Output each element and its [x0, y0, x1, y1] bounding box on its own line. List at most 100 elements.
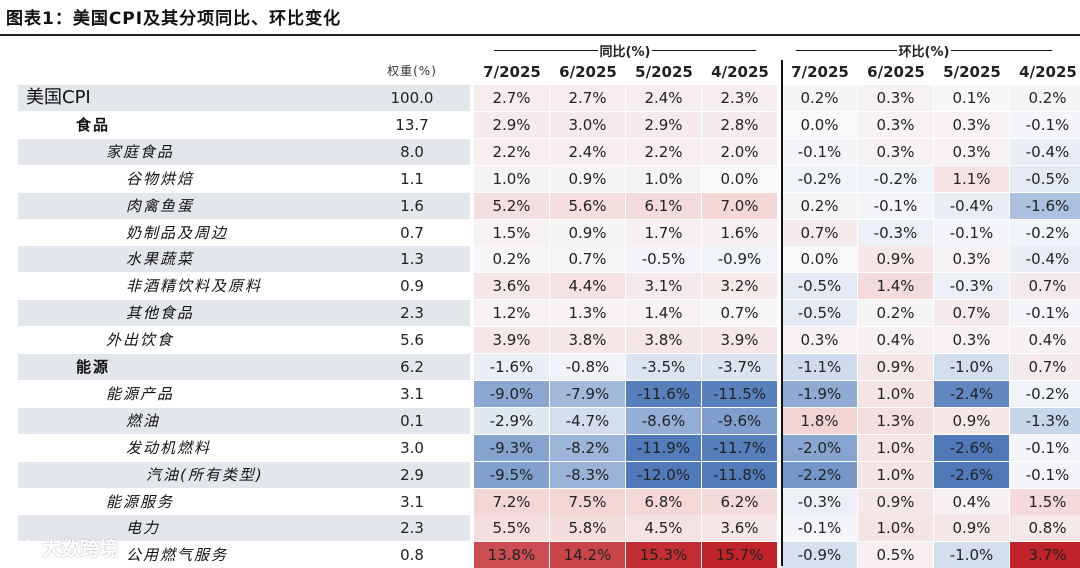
yoy-cell: -0.9% [702, 246, 778, 273]
mom-cell: -0.4% [934, 192, 1010, 219]
table-row: 美国CPI 100.0 2.7% 2.7% 2.4% 2.3% 0.2% 0.3% 0.1% 0.… [18, 85, 1080, 111]
mom-cell: 1.3% [858, 407, 934, 434]
row-label-background [18, 246, 470, 273]
yoy-cell: -11.7% [702, 434, 778, 461]
row-label-background [18, 300, 470, 327]
mom-cell: 0.3% [858, 85, 934, 111]
yoy-cell: 1.4% [626, 300, 702, 327]
yoy-group-header: 同比(%) [494, 40, 757, 60]
row-label: 奶制品及周边 [126, 223, 229, 242]
yoy-cell: 4.4% [550, 273, 626, 300]
mom-cell: -0.1% [1010, 461, 1080, 488]
yoy-cell: -1.6% [474, 354, 550, 380]
mom-cell: 0.9% [858, 354, 934, 380]
mom-cell: -0.2% [782, 165, 858, 192]
yoy-cell: 2.7% [550, 85, 626, 111]
mom-cell: -0.5% [1010, 165, 1080, 192]
yoy-cell: 0.9% [550, 219, 626, 246]
yoy-cell: -9.3% [474, 434, 550, 461]
mom-cell: 1.0% [858, 515, 934, 542]
yoy-mom-separator [781, 60, 783, 566]
table-row: 能源 6.2 -1.6% -0.8% -3.5% -3.7% -1.1% 0.9% -1.0% 0… [18, 354, 1080, 380]
mom-cell: -0.5% [782, 273, 858, 300]
row-label: 电力 [126, 519, 161, 538]
yoy-cell: 1.0% [474, 165, 550, 192]
yoy-cell: 2.0% [702, 138, 778, 165]
mom-cell: -2.4% [934, 380, 1010, 407]
row-weight: 5.6 [400, 331, 424, 350]
row-label: 能源 [76, 358, 111, 376]
yoy-month-header: 7/2025 [483, 63, 541, 81]
row-weight: 1.3 [400, 250, 424, 269]
row-label: 水果蔬菜 [126, 250, 195, 269]
mom-cell: 0.4% [1010, 327, 1080, 354]
table-row: 谷物烘焙 1.1 1.0% 0.9% 1.0% 0.0% -0.2% -0.2% 1.1% -0.… [18, 165, 1080, 192]
yoy-cell: 1.0% [626, 165, 702, 192]
mom-cell: -0.1% [782, 138, 858, 165]
mom-cell: -0.4% [1010, 138, 1080, 165]
table-row: 外出饮食 5.6 3.9% 3.8% 3.8% 3.9% 0.3% 0.4% 0.3% 0.4% [18, 327, 1080, 354]
mom-cell: -0.3% [934, 273, 1010, 300]
row-weight: 3.1 [400, 384, 424, 403]
mom-month-header: 4/2025 [1019, 63, 1077, 81]
yoy-cell: 3.6% [702, 515, 778, 542]
yoy-cell: 2.4% [550, 138, 626, 165]
mom-cell: 1.0% [858, 434, 934, 461]
yoy-cell: -0.8% [550, 354, 626, 380]
mom-cell: 0.3% [934, 327, 1010, 354]
row-label: 汽油(所有类型) [146, 465, 264, 484]
yoy-cell: 1.2% [474, 300, 550, 327]
mom-month-header: 5/2025 [943, 63, 1001, 81]
mom-cell: -2.6% [934, 434, 1010, 461]
row-label: 能源服务 [106, 492, 175, 511]
yoy-cell: 1.6% [702, 219, 778, 246]
yoy-cell: 1.5% [474, 219, 550, 246]
yoy-cell: 6.2% [702, 488, 778, 515]
row-weight: 8.0 [400, 142, 424, 161]
yoy-cell: -8.6% [626, 407, 702, 434]
mom-cell: 1.0% [858, 380, 934, 407]
mom-cell: -0.1% [1010, 300, 1080, 327]
mom-cell: 0.7% [1010, 273, 1080, 300]
mom-cell: 0.2% [782, 85, 858, 111]
watermark: 大数跨境 [10, 534, 118, 560]
mom-cell: -1.1% [782, 354, 858, 380]
row-weight: 3.1 [400, 492, 424, 511]
watermark-text: 大数跨境 [42, 537, 119, 560]
yoy-cell: 0.0% [702, 165, 778, 192]
mom-cell: 0.7% [934, 300, 1010, 327]
table-row: 非酒精饮料及原料 0.9 3.6% 4.4% 3.1% 3.2% -0.5% 1.4% -0.3… [18, 273, 1080, 300]
title-rule [0, 34, 1080, 36]
yoy-cell: 14.2% [550, 542, 626, 568]
table-row: 家庭食品 8.0 2.2% 2.4% 2.2% 2.0% -0.1% 0.3% 0.3% -0.4… [18, 138, 1080, 165]
table-row: 肉禽鱼蛋 1.6 5.2% 5.6% 6.1% 7.0% 0.2% -0.1% -0.4% -1.… [18, 192, 1080, 219]
yoy-cell: -0.5% [626, 246, 702, 273]
table-row: 汽油(所有类型) 2.9 -9.5% -8.3% -12.0% -11.8% -2.2% 1.… [18, 461, 1080, 488]
table-row: 水果蔬菜 1.3 0.2% 0.7% -0.5% -0.9% 0.0% 0.9% 0.3% -0.… [18, 246, 1080, 273]
row-label-background [18, 85, 470, 111]
yoy-cell: -11.6% [626, 380, 702, 407]
row-label: 发动机燃料 [126, 438, 212, 457]
row-label-background [18, 192, 470, 219]
yoy-cell: 15.3% [626, 542, 702, 568]
yoy-cell: 3.8% [626, 327, 702, 354]
row-label: 家庭食品 [106, 142, 175, 161]
mom-cell: 0.4% [934, 488, 1010, 515]
yoy-cell: 0.7% [702, 300, 778, 327]
yoy-cell: 7.5% [550, 488, 626, 515]
yoy-cell: -11.9% [626, 434, 702, 461]
row-weight: 1.1 [400, 169, 424, 188]
yoy-cell: 0.7% [550, 246, 626, 273]
mom-cell: -0.2% [1010, 380, 1080, 407]
yoy-cell: 0.2% [474, 246, 550, 273]
row-weight: 3.0 [400, 438, 424, 457]
yoy-cell: 5.6% [550, 192, 626, 219]
mom-cell: 1.1% [934, 165, 1010, 192]
mom-cell: -1.3% [1010, 407, 1080, 434]
yoy-cell: -9.5% [474, 461, 550, 488]
yoy-month-header: 5/2025 [635, 63, 693, 81]
yoy-cell: 3.1% [626, 273, 702, 300]
yoy-cell: -8.2% [550, 434, 626, 461]
yoy-cell: 5.8% [550, 515, 626, 542]
row-weight: 0.9 [400, 277, 424, 296]
